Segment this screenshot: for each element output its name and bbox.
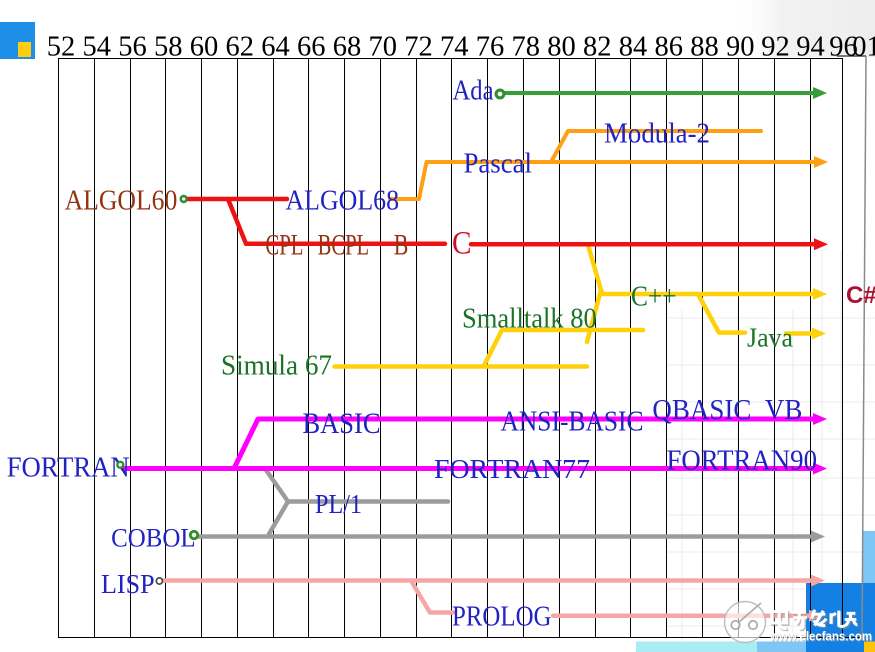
svg-text:Modula-2: Modula-2	[604, 119, 710, 150]
svg-text:54: 54	[83, 32, 112, 63]
svg-text:74: 74	[440, 32, 469, 63]
svg-text:78: 78	[512, 32, 541, 63]
svg-text:BCPL: BCPL	[318, 229, 370, 262]
svg-text:C#: C#	[846, 282, 875, 309]
svg-text:Pascal: Pascal	[464, 148, 533, 180]
svg-text:CPL: CPL	[265, 229, 303, 262]
svg-text:Java: Java	[747, 323, 793, 353]
svg-text:80: 80	[547, 32, 576, 63]
svg-text:QBASIC VB: QBASIC VB	[652, 394, 802, 426]
svg-text:www.elecfans.com: www.elecfans.com	[770, 630, 873, 645]
svg-text:60: 60	[190, 32, 219, 63]
svg-text:76: 76	[476, 32, 505, 63]
svg-text:Simula 67: Simula 67	[221, 350, 332, 382]
svg-text:LISP: LISP	[101, 568, 155, 599]
svg-text:B: B	[394, 229, 409, 262]
svg-text:66: 66	[297, 32, 326, 63]
svg-text:Smalltalk 80: Smalltalk 80	[462, 303, 597, 334]
svg-text:72: 72	[404, 32, 433, 63]
svg-text:90: 90	[726, 32, 755, 63]
svg-text:ALGOL68: ALGOL68	[286, 186, 400, 217]
svg-text:C: C	[452, 226, 472, 262]
svg-text:88: 88	[690, 32, 719, 63]
svg-text:FORTRAN: FORTRAN	[7, 452, 130, 484]
svg-text:Ada: Ada	[453, 76, 494, 107]
svg-text:68: 68	[333, 32, 362, 63]
svg-text:PL/1: PL/1	[315, 489, 362, 519]
svg-text:62: 62	[226, 32, 255, 63]
svg-text:82: 82	[583, 32, 612, 63]
svg-text:70: 70	[369, 32, 398, 63]
svg-text:96: 96	[829, 32, 858, 63]
svg-text:FORTRAN77: FORTRAN77	[434, 454, 590, 484]
svg-text:64: 64	[261, 32, 290, 63]
svg-text:COBOL: COBOL	[111, 524, 196, 553]
svg-text:ANSI-BASIC: ANSI-BASIC	[501, 406, 644, 438]
svg-text:www.elecfans.com: www.elecfans.com	[769, 629, 872, 644]
svg-text:C++: C++	[631, 282, 677, 313]
svg-text:ALGOL60: ALGOL60	[65, 186, 178, 217]
svg-text:58: 58	[154, 32, 183, 63]
svg-text:92: 92	[761, 32, 790, 63]
svg-text:PROLOG: PROLOG	[452, 602, 552, 633]
svg-text:86: 86	[655, 32, 684, 63]
svg-text:84: 84	[619, 32, 648, 63]
svg-text:52: 52	[47, 32, 76, 63]
svg-text:94: 94	[796, 32, 825, 63]
svg-text:01: 01	[852, 32, 875, 63]
svg-text:FORTRAN90: FORTRAN90	[667, 445, 818, 477]
svg-text:56: 56	[118, 32, 147, 63]
svg-text:BASIC: BASIC	[303, 407, 381, 440]
